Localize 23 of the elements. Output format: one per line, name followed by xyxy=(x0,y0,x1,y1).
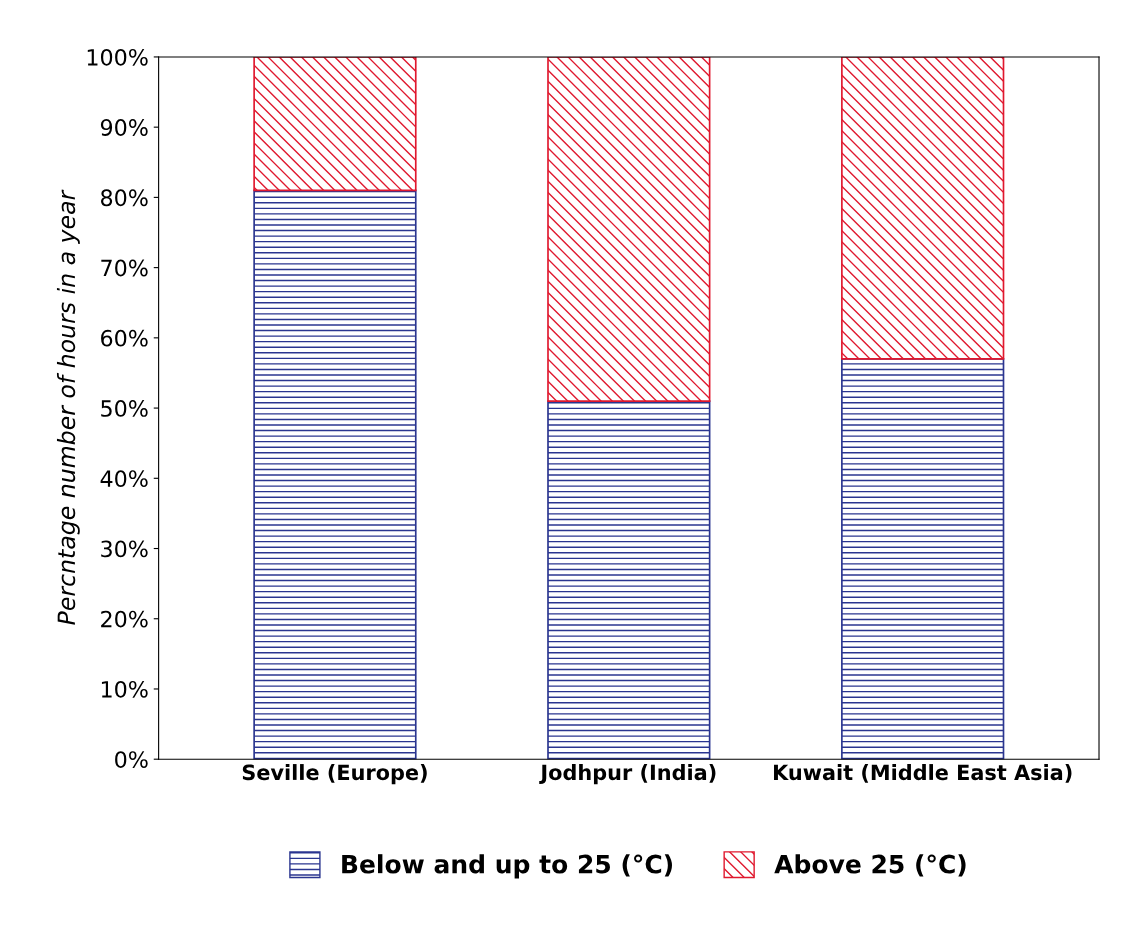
y-tick-label: 20% xyxy=(101,610,148,628)
y-tick-label: 0% xyxy=(115,751,148,768)
bar xyxy=(841,358,1005,760)
legend-label: Above 25 (°C) xyxy=(774,854,966,877)
y-tick-label: 90% xyxy=(100,119,148,136)
legend-label: Below and up to 25 (°C) xyxy=(342,854,672,879)
bar xyxy=(841,56,1005,360)
y-tick-label: 10% xyxy=(101,680,148,698)
y-tick-label: 60% xyxy=(101,329,148,347)
x-tick-label: Seville (Europe) xyxy=(242,764,427,785)
y-tick-label: 50% xyxy=(101,400,148,417)
y-tick-label: 40% xyxy=(100,470,148,488)
y-tick-label: 70% xyxy=(101,259,148,277)
bar xyxy=(253,56,417,192)
y-axis-title: Percntage number of hours in a year xyxy=(56,189,80,625)
y-tick-label: 80% xyxy=(101,189,148,207)
x-tick-label: Jodhpur (India) xyxy=(539,764,716,785)
y-tick-label: 100% xyxy=(87,48,148,66)
x-tick-label: Kuwait (Middle East Asia) xyxy=(774,764,1072,783)
y-tick-label: 30% xyxy=(101,540,148,558)
bar xyxy=(547,56,711,402)
bar xyxy=(253,189,417,760)
bar xyxy=(547,400,711,760)
